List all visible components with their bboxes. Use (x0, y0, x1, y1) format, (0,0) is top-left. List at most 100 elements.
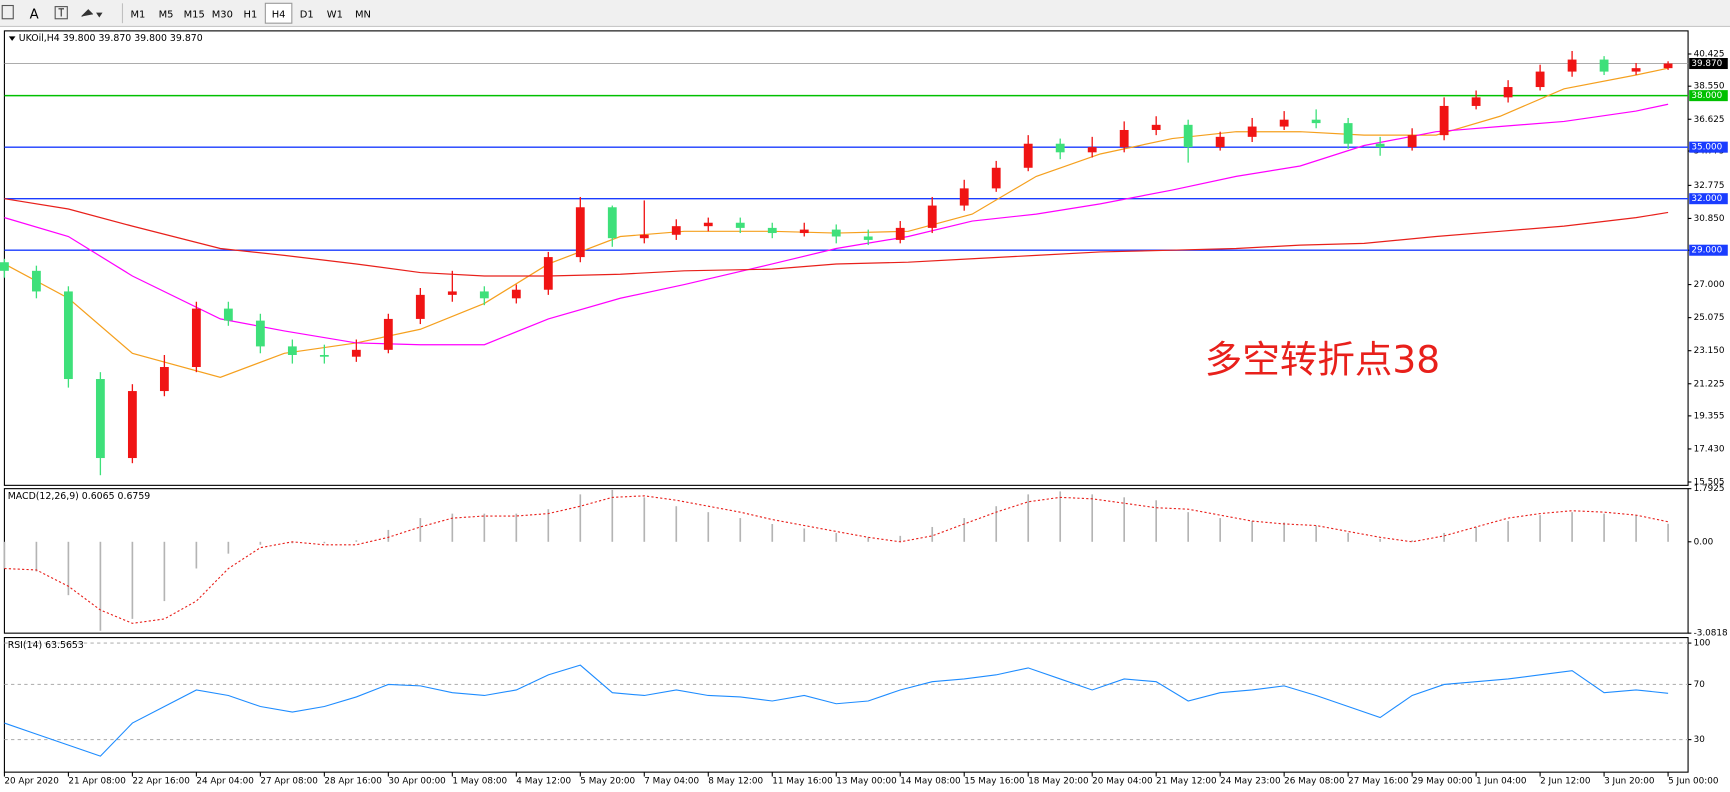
candle-body (959, 188, 969, 206)
x-tick-label: 20 May 04:00 (1092, 776, 1153, 786)
x-tick-label: 5 May 20:00 (580, 776, 635, 786)
candle-body (767, 227, 777, 234)
y-tick-label: 23.150 (1694, 346, 1725, 356)
candle-body (799, 229, 809, 234)
collapse-arrow[interactable] (8, 36, 16, 41)
x-tick-label: 21 May 12:00 (1156, 776, 1217, 786)
candle-body (703, 222, 713, 227)
y-tick-label: 21.225 (1694, 379, 1725, 389)
candle-body (1279, 119, 1289, 127)
candle-body (415, 294, 425, 319)
candle-body (639, 234, 649, 239)
y-tick-label: 32.775 (1694, 181, 1725, 191)
level-label: 29.000 (1691, 246, 1722, 256)
candle-body (1215, 136, 1225, 148)
panel-title: UKOil,H4 39.800 39.870 39.800 39.870 (19, 33, 203, 44)
candle-body (1567, 59, 1577, 72)
candle-body (351, 349, 361, 357)
x-tick-label: 30 Apr 00:00 (388, 776, 446, 786)
candle-body (831, 229, 841, 237)
panel-frame (3, 30, 1689, 486)
x-tick-label: 24 May 23:00 (1220, 776, 1281, 786)
x-tick-label: 5 Jun 00:00 (1668, 776, 1719, 786)
timeframe-button[interactable]: D1 (300, 9, 314, 20)
x-tick-label: 21 Apr 08:00 (68, 776, 126, 786)
rsi-line (4, 664, 1669, 757)
candle-body (31, 270, 41, 292)
x-tick-label: 22 Apr 16:00 (132, 776, 190, 786)
y-tick-label: 100 (1694, 639, 1711, 649)
candle-body (191, 308, 201, 368)
candle-body (671, 226, 681, 235)
candle-body (1439, 105, 1449, 136)
candle-body (1311, 119, 1321, 124)
y-tick-label: 30.850 (1694, 214, 1725, 224)
timeframe-button[interactable]: M1 (130, 9, 145, 20)
x-tick-label: 28 Apr 16:00 (324, 776, 382, 786)
candle-body (223, 308, 233, 321)
candle-body (1055, 143, 1065, 153)
level-label: 38.000 (1691, 91, 1722, 101)
last-price-box (1689, 58, 1728, 70)
candle-body (735, 222, 745, 228)
candle-body (511, 289, 521, 299)
level-label: 35.000 (1691, 143, 1722, 153)
candle-body (1183, 124, 1193, 148)
tool-icon[interactable] (1, 4, 14, 20)
candle-body (383, 318, 393, 350)
moving-average (4, 103, 1669, 346)
x-tick-label: 8 May 12:00 (708, 776, 763, 786)
text-tool[interactable] (54, 6, 68, 20)
x-tick-label: 24 Apr 04:00 (196, 776, 254, 786)
candle-body (1631, 68, 1641, 72)
x-tick-label: 18 May 20:00 (1028, 776, 1089, 786)
candle-body (607, 207, 617, 239)
candle-body (0, 262, 9, 271)
timeframe-button[interactable]: W1 (327, 9, 343, 20)
candle-body (319, 354, 329, 357)
timeframe-active (264, 2, 293, 24)
candle-body (479, 291, 489, 299)
shape-tool[interactable] (81, 9, 103, 18)
x-tick-label: 15 May 16:00 (964, 776, 1025, 786)
y-tick-label: 38.550 (1694, 82, 1725, 92)
x-tick-label: 11 May 16:00 (772, 776, 833, 786)
timeframe-button[interactable]: H4 (272, 9, 286, 20)
x-tick-label: 27 Apr 08:00 (260, 776, 318, 786)
toolbar (0, 0, 1730, 27)
candle-body (1343, 123, 1353, 144)
x-tick-label: 1 May 08:00 (452, 776, 507, 786)
last-price-label: 39.870 (1691, 59, 1722, 69)
timeframe-button[interactable]: M15 (184, 9, 205, 20)
y-tick-label: -3.0818 (1694, 629, 1728, 639)
timeframe-button[interactable]: H1 (244, 9, 258, 20)
y-tick-label: 19.355 (1694, 411, 1725, 421)
timeframe-button[interactable]: M30 (212, 9, 233, 20)
candle-body (1087, 147, 1097, 153)
y-tick-label: 27.000 (1694, 280, 1725, 290)
candle-body (1535, 71, 1545, 88)
x-tick-label: 14 May 08:00 (900, 776, 961, 786)
y-tick-label: 70 (1694, 680, 1706, 690)
timeframe-button[interactable]: MN (355, 9, 371, 20)
candle-body (447, 291, 457, 295)
x-tick-label: 2 Jun 12:00 (1540, 776, 1591, 786)
x-tick-label: 13 May 00:00 (836, 776, 897, 786)
candle-body (1119, 129, 1129, 148)
annotation: 多空转折点38 (1205, 337, 1440, 381)
candle-body (255, 320, 265, 347)
candle-body (159, 367, 169, 392)
timeframe-button[interactable]: M5 (159, 9, 174, 20)
x-tick-label: 20 Apr 2020 (4, 776, 59, 786)
x-tick-label: 4 May 12:00 (516, 776, 571, 786)
tool-label[interactable]: A (30, 7, 39, 22)
x-tick-label: 1 Jun 04:00 (1476, 776, 1527, 786)
candle-body (863, 236, 873, 240)
candle-body (1151, 124, 1161, 130)
moving-average (4, 198, 1669, 277)
y-tick-label: 15.505 (1694, 477, 1725, 487)
panel-title: MACD(12,26,9) 0.6065 0.6759 (8, 491, 151, 502)
